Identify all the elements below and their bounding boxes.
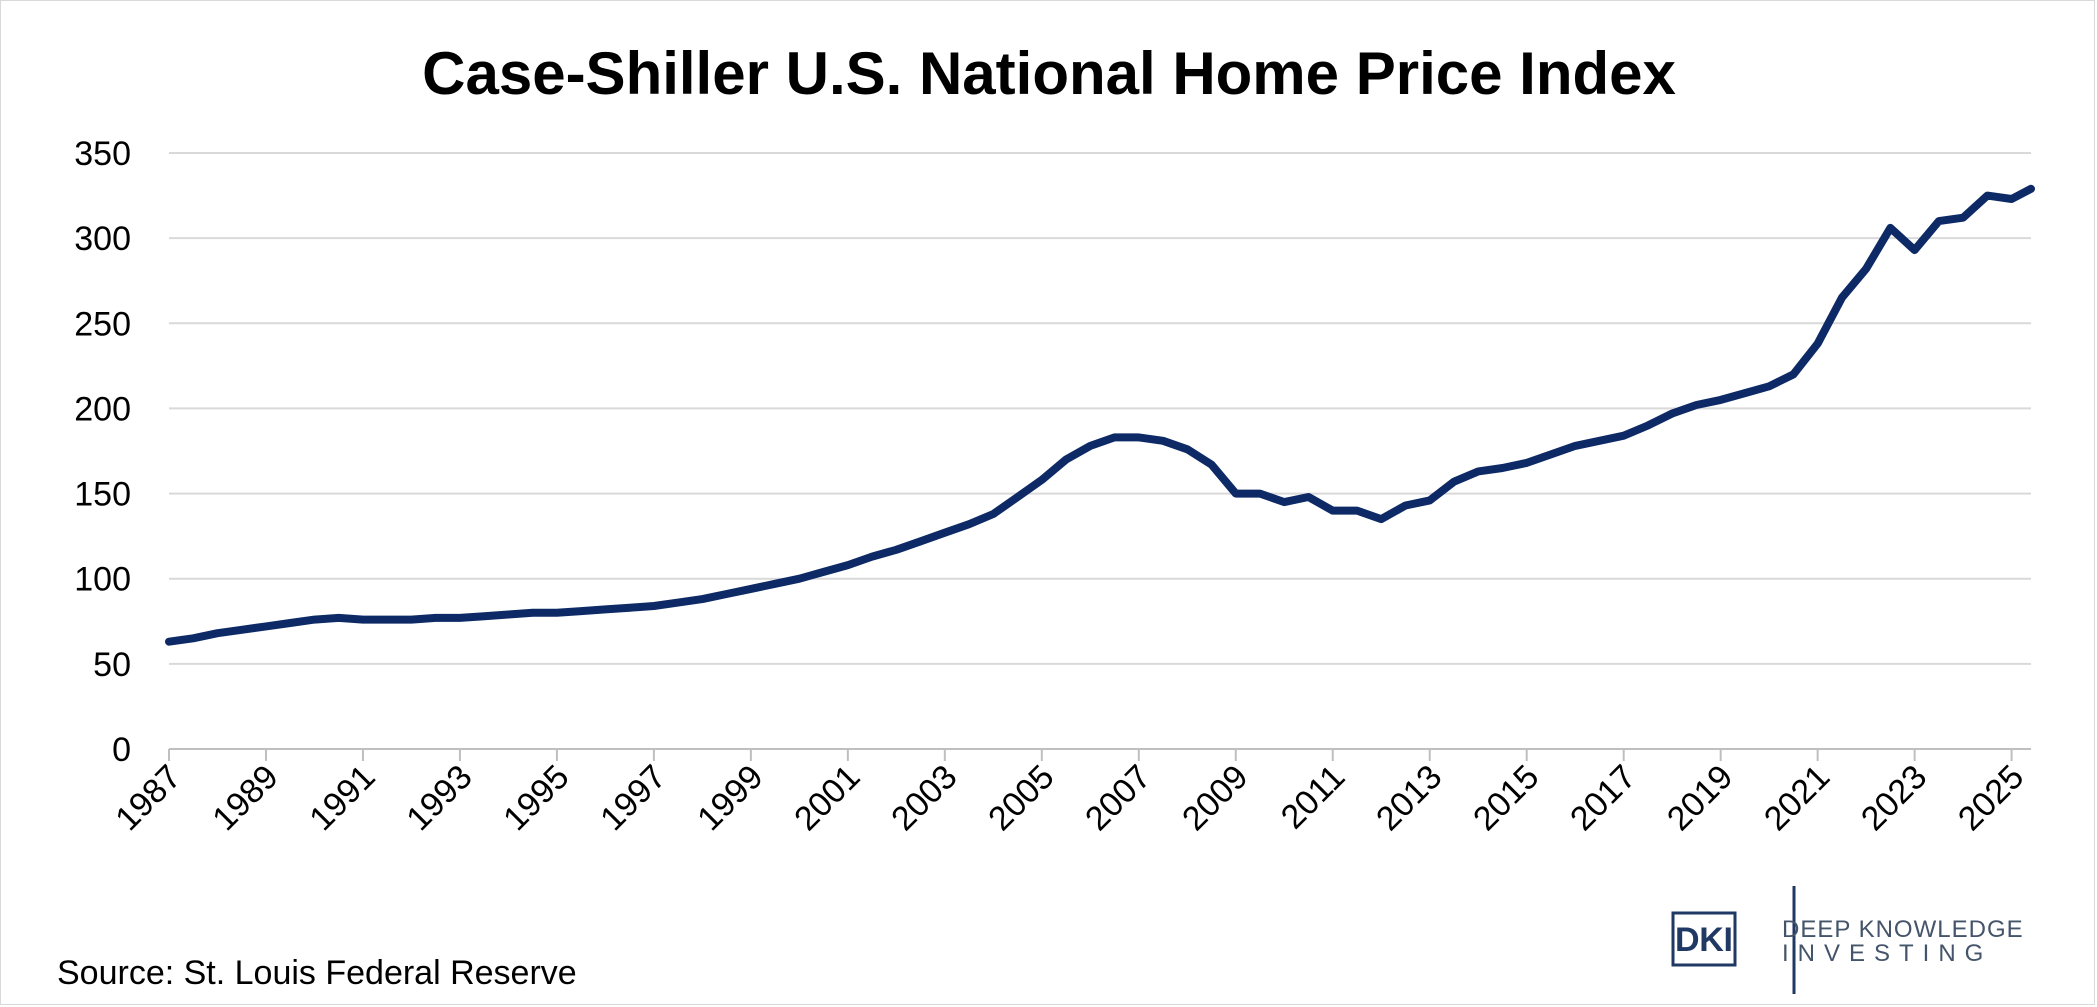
x-tick-label: 1993 [399, 758, 479, 838]
x-tick-label: 2003 [884, 758, 964, 838]
series-layer [165, 184, 2035, 646]
x-tick-label: 2011 [1274, 758, 1353, 837]
y-tick-label: 150 [74, 476, 131, 514]
x-tick-label: 2019 [1660, 758, 1740, 838]
x-tick-label: 2007 [1078, 758, 1158, 838]
x-axis-ticks: 1987 1989 1991 1993 1995 1997 1999 2001 2003 2005… [108, 758, 2031, 838]
x-tick-label: 2023 [1854, 758, 1934, 838]
logo-line-2: INVESTING [1782, 940, 1992, 967]
x-axis [168, 748, 2031, 761]
x-tick-label: 2015 [1466, 758, 1546, 838]
y-tick-label: 200 [74, 390, 131, 428]
x-tick-label: 2005 [981, 758, 1061, 838]
x-tick-label: 2013 [1369, 758, 1449, 838]
dki-logo: DKI DEEP KNOWLEDGE INVESTING [1671, 886, 2024, 994]
y-tick-label: 0 [112, 731, 131, 769]
x-tick-label: 2021 [1757, 758, 1837, 838]
y-tick-label: 50 [93, 646, 131, 684]
x-tick-label: 1999 [690, 758, 770, 838]
source-note: Source: St. Louis Federal Reserve [57, 954, 577, 992]
y-tick-label: 350 [74, 135, 131, 173]
logo-mark: DKI [1675, 921, 1733, 959]
x-tick-label: 2001 [787, 758, 867, 838]
y-axis-ticks: 0 50 100 150 200 250 300 350 [74, 135, 131, 769]
series-line-0 [165, 184, 2035, 646]
x-tick-label: 2025 [1951, 758, 2031, 838]
x-tick-label: 1987 [108, 758, 188, 838]
x-tick-label: 2017 [1563, 758, 1643, 838]
y-tick-label: 250 [74, 305, 131, 343]
x-tick-label: 2009 [1175, 758, 1255, 838]
x-tick-label: 1989 [205, 758, 285, 838]
y-tick-label: 100 [74, 561, 131, 599]
logo-line-1: DEEP KNOWLEDGE [1782, 916, 2024, 943]
chart-title: Case-Shiller U.S. National Home Price In… [422, 40, 1676, 107]
x-tick-label: 1995 [496, 758, 576, 838]
y-tick-label: 300 [74, 220, 131, 258]
logo-box [1671, 911, 1737, 967]
gridlines [169, 152, 2031, 665]
x-tick-label: 1997 [593, 758, 673, 838]
x-tick-label: 1991 [302, 758, 382, 838]
